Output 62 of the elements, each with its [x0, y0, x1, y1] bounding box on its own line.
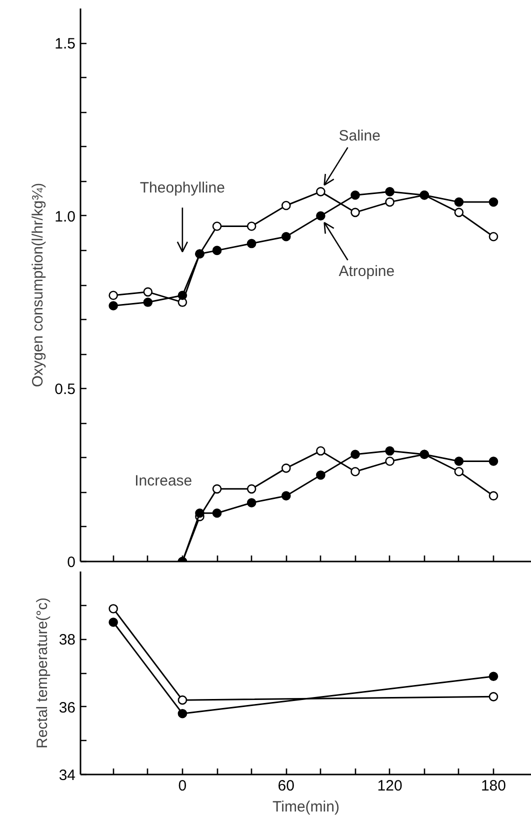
point	[178, 708, 188, 718]
point	[195, 508, 204, 518]
point	[488, 672, 498, 682]
y-tick-label: 36	[58, 699, 76, 716]
point	[350, 466, 360, 476]
point	[350, 208, 360, 218]
point	[488, 692, 498, 702]
y-tick-label: 38	[58, 632, 76, 649]
point	[143, 298, 153, 307]
point	[385, 446, 394, 456]
point	[454, 197, 464, 207]
y-tick-label: 0.5	[54, 381, 76, 398]
point	[316, 446, 326, 456]
point	[488, 197, 498, 207]
x-axis-title: Time(min)	[272, 798, 340, 816]
y-axis-title: Oxygen consumption(l/hr/kg¾)	[30, 182, 47, 388]
x-tick-label: 120	[377, 778, 402, 794]
point	[350, 450, 360, 459]
point	[178, 695, 188, 705]
point	[212, 222, 222, 231]
point	[281, 491, 291, 500]
y-axis-title: Rectal temperature(°c)	[34, 597, 51, 749]
y-tick-label: 0	[67, 554, 76, 571]
point	[454, 208, 464, 218]
point	[108, 301, 118, 310]
point	[178, 290, 188, 300]
point	[246, 498, 256, 508]
point	[246, 484, 256, 494]
point	[246, 238, 256, 248]
annotation: Saline	[338, 128, 380, 145]
y-tick-label: 1.5	[54, 36, 76, 53]
point	[281, 232, 291, 242]
x-tick-label: 60	[278, 778, 294, 794]
point	[281, 200, 291, 210]
point	[454, 456, 464, 466]
point	[281, 464, 291, 473]
y-tick-label: 34	[58, 767, 76, 784]
annotation: Increase	[134, 472, 192, 490]
point	[350, 190, 360, 200]
point	[454, 466, 464, 476]
point	[143, 287, 153, 297]
point	[316, 187, 326, 196]
point	[212, 484, 222, 494]
x-tick-label: 180	[480, 778, 506, 794]
annotation: Atropine	[338, 262, 395, 280]
point	[108, 618, 118, 627]
point	[212, 246, 222, 256]
point	[385, 456, 394, 466]
point	[488, 232, 498, 242]
point	[108, 290, 118, 300]
x-tick-label: 0	[178, 778, 187, 794]
annotation: Theophylline	[140, 180, 225, 197]
point	[488, 491, 498, 500]
point	[108, 604, 118, 614]
point	[316, 211, 326, 221]
point	[316, 470, 326, 480]
y-tick-label: 1.0	[54, 208, 76, 226]
point	[385, 187, 394, 196]
point	[385, 197, 394, 207]
point	[212, 508, 222, 518]
point	[488, 456, 498, 466]
point	[246, 222, 256, 231]
